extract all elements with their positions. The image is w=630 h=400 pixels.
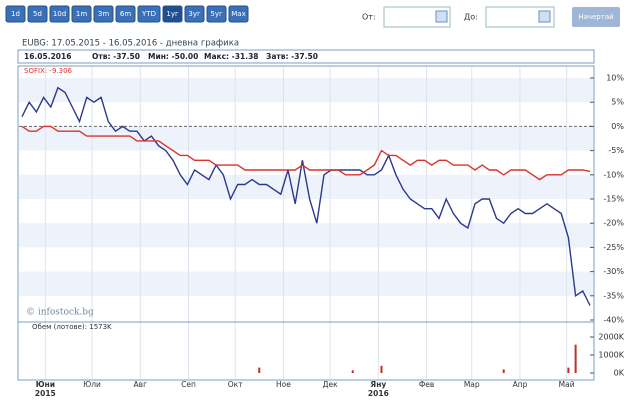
y-tick-label: -5%	[608, 146, 624, 155]
info-box	[17, 49, 595, 64]
grid-band	[19, 126, 593, 151]
plot-frame	[17, 65, 595, 381]
range-button[interactable]	[206, 5, 227, 23]
range-button[interactable]	[5, 5, 26, 23]
grid-band	[19, 223, 593, 248]
range-button[interactable]	[137, 5, 161, 23]
range-button-label: 1уг	[166, 10, 179, 18]
info-text: Мин: -50.00	[148, 52, 198, 61]
calendar-icon[interactable]	[538, 10, 551, 23]
range-button-label: 5d	[33, 10, 42, 18]
volume-bar	[380, 365, 383, 373]
x-tick-label: Сеп	[181, 380, 196, 389]
x-tick-label: Ное	[276, 380, 291, 389]
range-button[interactable]	[93, 5, 114, 23]
from-label: От:	[362, 13, 376, 22]
range-button-label: 5уг	[210, 10, 223, 18]
to-label: До:	[464, 13, 478, 22]
volume-bar	[574, 344, 577, 373]
range-button[interactable]	[115, 5, 136, 23]
info-text: Затв: -37.50	[266, 52, 318, 61]
x-tick-label: Мар	[464, 380, 480, 389]
info-text: Отв: -37.50	[92, 52, 140, 61]
volume-bar	[258, 367, 261, 373]
info-text: 16.05.2016	[24, 52, 71, 61]
volume-bar	[351, 370, 354, 373]
y-tick-label: -25%	[603, 243, 624, 252]
range-button[interactable]	[162, 5, 183, 23]
series-line	[21, 86, 591, 306]
x-tick-label: Окт	[228, 380, 243, 389]
range-button-label: 1d	[11, 10, 20, 18]
year-label: 2015	[35, 389, 56, 398]
from-input[interactable]	[383, 6, 451, 28]
grid-band	[19, 271, 593, 296]
draw-button[interactable]	[572, 7, 620, 27]
chart-title: EUBG: 17.05.2015 - 16.05.2016 - дневна г…	[22, 39, 239, 49]
calendar-icon[interactable]	[435, 10, 448, 23]
y-tick-label: 10%	[606, 74, 624, 83]
y-tick-label: -20%	[603, 219, 624, 228]
range-button[interactable]	[71, 5, 92, 23]
x-tick-label: Апр	[513, 380, 528, 389]
range-button-label: Max	[231, 10, 245, 18]
legend: SOFIX: -9.306	[24, 67, 73, 75]
range-button[interactable]	[27, 5, 48, 23]
range-button-label: 1m	[76, 10, 87, 18]
volume-tick-label: 0K	[614, 369, 625, 378]
y-tick-label: -40%	[603, 316, 624, 325]
year-label: 2016	[368, 389, 389, 398]
y-tick-label: -35%	[603, 291, 624, 300]
range-button-label: 3m	[98, 10, 109, 18]
range-button[interactable]	[228, 5, 249, 23]
y-tick-label: 0%	[611, 122, 624, 131]
to-input[interactable]	[485, 6, 555, 28]
x-tick-label: Дек	[323, 380, 338, 389]
grid-band	[19, 78, 593, 103]
range-button-label: 10d	[53, 10, 66, 18]
y-tick-label: -30%	[603, 267, 624, 276]
draw-button-label: Начертай	[578, 13, 613, 21]
info-text: Макс: -31.38	[204, 52, 259, 61]
range-button-label: YTD	[141, 10, 156, 18]
y-tick-label: -10%	[603, 170, 624, 179]
series-line	[21, 125, 591, 181]
volume-bar	[502, 369, 505, 373]
volume-tick-label: 1000K	[598, 351, 624, 360]
range-button[interactable]	[49, 5, 70, 23]
range-button-label: 6m	[120, 10, 131, 18]
volume-label: Обем (лотове): 1573K	[32, 323, 112, 331]
volume-tick-label: 2000K	[598, 333, 624, 342]
volume-bar	[567, 367, 570, 373]
x-tick-label: Юли	[83, 380, 101, 389]
x-tick-label: Юни	[36, 380, 55, 389]
watermark: © infostock.bg	[26, 308, 94, 318]
x-tick-label: Авг	[134, 380, 148, 389]
y-tick-label: 5%	[611, 98, 624, 107]
x-tick-label: Май	[559, 380, 575, 389]
x-tick-label: Фев	[419, 380, 435, 389]
range-button[interactable]	[184, 5, 205, 23]
range-button-label: 3уг	[188, 10, 201, 18]
x-tick-label: Яну	[370, 380, 386, 389]
y-tick-label: -15%	[603, 195, 624, 204]
